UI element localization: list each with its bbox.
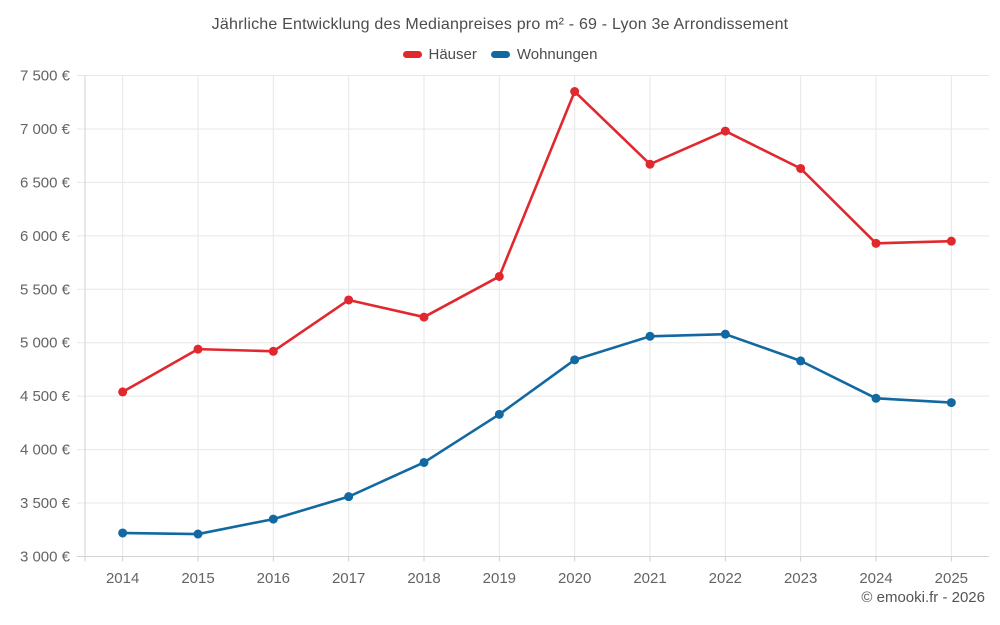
data-point-wohnungen-2019[interactable] — [494, 409, 504, 419]
data-point-wohnungen-2020[interactable] — [570, 355, 580, 365]
data-point-wohnungen-2018[interactable] — [419, 457, 429, 467]
x-axis-tick-label: 2022 — [709, 570, 742, 587]
y-axis-tick-label: 7 000 € — [20, 121, 71, 138]
y-axis-tick-label: 5 000 € — [20, 335, 71, 352]
copyright-footer: © emooki.fr - 2026 — [861, 589, 985, 606]
chart-title: Jährliche Entwicklung des Medianpreises … — [211, 16, 789, 33]
data-point-wohnungen-2015[interactable] — [193, 529, 203, 539]
data-point-wohnungen-2021[interactable] — [645, 331, 655, 341]
series-line-wohnungen — [121, 332, 953, 536]
y-axis-tick-label: 3 500 € — [20, 495, 71, 512]
data-point-wohnungen-2024[interactable] — [871, 393, 881, 403]
data-point-häuser-2025[interactable] — [946, 236, 956, 246]
y-axis-tick-label: 7 500 € — [20, 68, 71, 85]
data-point-häuser-2015[interactable] — [193, 344, 203, 354]
data-point-wohnungen-2022[interactable] — [720, 329, 730, 339]
data-point-wohnungen-2016[interactable] — [268, 514, 278, 524]
y-axis-tick-label: 3 000 € — [20, 549, 71, 566]
data-point-häuser-2023[interactable] — [796, 163, 806, 173]
x-axis-tick-label: 2014 — [106, 570, 139, 587]
data-point-häuser-2017[interactable] — [344, 295, 354, 305]
data-point-häuser-2019[interactable] — [494, 271, 504, 281]
x-axis-tick-label: 2025 — [935, 570, 968, 587]
data-point-wohnungen-2023[interactable] — [796, 356, 806, 366]
x-axis-tick-label: 2021 — [633, 570, 666, 587]
data-point-häuser-2016[interactable] — [268, 346, 278, 356]
y-axis-tick-label: 6 500 € — [20, 174, 71, 191]
legend-label-haeuser: Häuser — [428, 46, 477, 63]
x-axis-tick-label: 2020 — [558, 570, 591, 587]
haeuser-series-swatch-icon — [402, 51, 422, 58]
x-axis-tick-label: 2023 — [784, 570, 817, 587]
wohnungen-series-swatch-icon — [490, 51, 510, 58]
x-axis-tick-label: 2017 — [332, 570, 365, 587]
y-axis-tick-label: 4 000 € — [20, 442, 71, 459]
data-point-wohnungen-2025[interactable] — [946, 398, 956, 408]
legend-item-wohnungen[interactable]: Wohnungen — [490, 46, 598, 63]
data-point-häuser-2021[interactable] — [645, 159, 655, 169]
series-line-häuser — [121, 90, 953, 394]
x-axis-tick-label: 2015 — [181, 570, 214, 587]
data-point-häuser-2020[interactable] — [570, 87, 580, 97]
x-axis-tick-label: 2016 — [257, 570, 290, 587]
legend-label-wohnungen: Wohnungen — [516, 46, 598, 63]
data-point-häuser-2014[interactable] — [118, 387, 128, 397]
legend-item-haeuser[interactable]: Häuser — [402, 46, 477, 63]
y-axis-tick-label: 5 500 € — [20, 281, 71, 298]
y-axis-tick-label: 4 500 € — [20, 388, 71, 405]
y-axis-tick-label: 6 000 € — [20, 228, 71, 245]
legend: Häuser Wohnungen — [0, 46, 1000, 63]
data-point-häuser-2024[interactable] — [871, 238, 881, 248]
data-point-wohnungen-2014[interactable] — [118, 528, 128, 538]
data-point-häuser-2018[interactable] — [419, 312, 429, 322]
data-point-wohnungen-2017[interactable] — [344, 492, 354, 502]
x-axis-tick-label: 2018 — [407, 570, 440, 587]
x-axis-tick-label: 2024 — [859, 570, 892, 587]
x-axis-tick-label: 2019 — [483, 570, 516, 587]
data-point-häuser-2022[interactable] — [720, 126, 730, 136]
